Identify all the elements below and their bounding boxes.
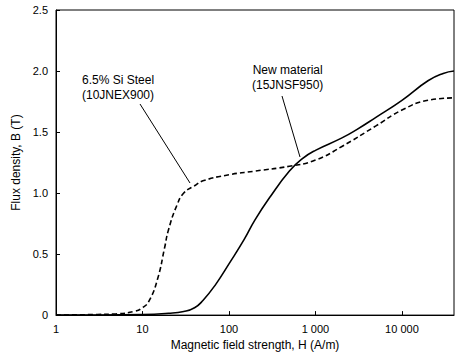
svg-text:2.5: 2.5: [33, 4, 48, 16]
svg-text:New material: New material: [253, 63, 323, 77]
svg-text:1 000: 1 000: [302, 323, 330, 335]
svg-text:1: 1: [53, 323, 59, 335]
svg-text:1.5: 1.5: [33, 126, 48, 138]
svg-text:Flux density, B (T): Flux density, B (T): [9, 114, 23, 210]
svg-text:(15JNSF950): (15JNSF950): [252, 78, 323, 92]
svg-text:2.0: 2.0: [33, 65, 48, 77]
svg-text:10: 10: [136, 323, 148, 335]
svg-text:6.5% Si Steel: 6.5% Si Steel: [82, 73, 154, 87]
svg-text:10 000: 10 000: [385, 323, 419, 335]
svg-text:0: 0: [42, 309, 48, 321]
svg-text:1.0: 1.0: [33, 187, 48, 199]
svg-text:100: 100: [220, 323, 238, 335]
svg-text:0.5: 0.5: [33, 248, 48, 260]
svg-text:(10JNEX900): (10JNEX900): [82, 88, 154, 102]
svg-text:Magnetic field strength, H (A/: Magnetic field strength, H (A/m): [171, 338, 340, 352]
